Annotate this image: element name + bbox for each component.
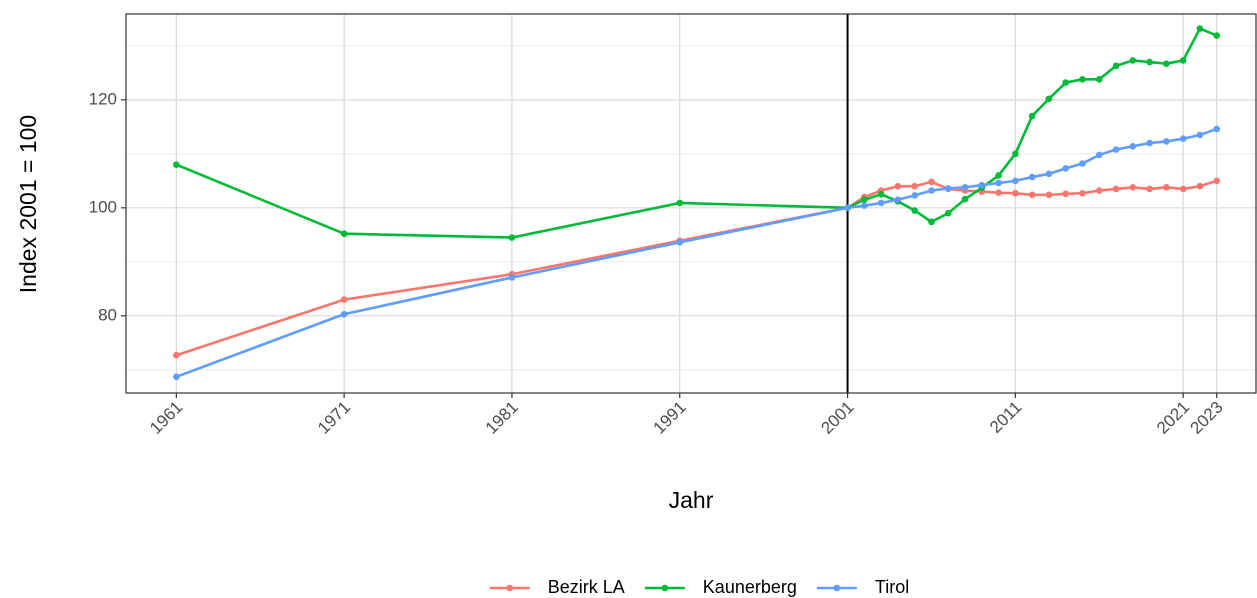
data-point [1045,170,1053,178]
legend-label: Kaunerberg [703,577,797,597]
data-point [1112,146,1120,153]
data-point [961,184,969,191]
data-point [173,351,180,359]
data-point [1179,185,1187,193]
data-point [508,274,516,281]
data-point [1129,142,1137,150]
data-point [340,296,348,303]
x-tick-label: 2021 [1153,398,1193,438]
data-point [173,161,180,168]
series-line [175,26,1218,239]
legend-key-point [506,584,514,592]
data-point [861,202,868,209]
data-point [1196,131,1204,139]
data-point [1079,76,1086,83]
data-point [1179,135,1187,143]
data-point [1163,60,1170,67]
x-tick-label: 1991 [650,398,690,438]
data-point [911,182,918,190]
x-tick-label: 2001 [817,398,857,438]
data-point [340,230,348,238]
data-point [1079,189,1086,197]
data-point [978,181,986,189]
data-point [911,192,918,199]
data-point [877,191,885,198]
x-tick-label: 2011 [986,398,1025,437]
data-point [1012,177,1019,185]
data-point [1196,182,1204,190]
data-point [1146,139,1153,147]
y-tick-label: 100 [89,197,117,216]
data-point [928,187,935,194]
x-tick-label: 1981 [482,398,522,438]
data-point [995,179,1002,187]
y-tick-label: 80 [98,305,117,324]
data-point [1179,57,1187,64]
data-point [1028,191,1036,199]
data-point [1012,189,1019,197]
data-point [676,199,684,207]
x-axis-title: Jahr [669,487,714,513]
data-point [1112,185,1120,193]
x-tick-label: 2023 [1187,398,1227,438]
y-axis-title: Index 2001 = 100 [15,115,41,293]
data-point [1062,79,1070,86]
data-point [894,196,902,204]
legend-key-point [833,584,841,592]
data-point [1079,160,1086,167]
data-point [877,199,885,207]
data-point [944,209,952,217]
data-point [1045,191,1053,199]
data-point [676,239,684,246]
data-point [1028,173,1036,181]
data-point [844,204,851,212]
data-point [911,207,918,214]
data-point [173,373,180,381]
data-point [1095,76,1103,83]
legend: Bezirk LA Kaunerberg Tirol [489,577,909,597]
data-point [894,182,902,190]
x-tick-label: 1971 [314,398,354,438]
data-point [928,218,935,226]
data-point [1213,177,1221,185]
series-line [175,179,1218,357]
legend-key-point [661,584,669,592]
data-point [1129,57,1137,64]
y-tick-label: 120 [89,89,117,108]
data-point [1196,25,1204,32]
data-point [1163,138,1170,145]
legend-label: Bezirk LA [548,577,625,597]
data-point [1095,151,1103,159]
data-point [1146,185,1153,193]
data-point [340,310,348,318]
data-point [1129,184,1137,191]
data-point [928,178,935,186]
data-point [1112,62,1120,70]
plot-border [125,13,1257,394]
data-point [961,195,969,203]
data-point [995,189,1002,197]
data-point [1045,95,1053,103]
data-point [1012,150,1019,158]
data-point [1062,190,1070,198]
data-point [1213,32,1221,39]
x-tick-label: 1961 [146,398,186,438]
data-point [1213,125,1221,133]
data-point [861,196,868,204]
data-point [1095,187,1103,194]
data-point [944,185,952,192]
data-point [1062,165,1070,172]
data-point [1163,184,1170,191]
legend-label: Tirol [875,577,909,597]
data-point [508,234,516,241]
data-point [1028,112,1036,120]
data-point [1146,58,1153,66]
series-line [175,127,1218,379]
data-point [995,172,1002,179]
